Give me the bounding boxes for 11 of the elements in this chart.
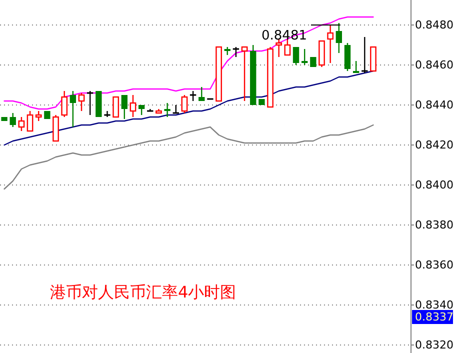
- y-tick-label: 0.8400: [415, 178, 454, 192]
- y-tick-label: 0.8420: [415, 138, 454, 152]
- y-tick-label: 0.8340: [415, 298, 454, 312]
- annotation: 港币对人民币汇率4小时图: [50, 282, 236, 302]
- y-tick-label: 0.8440: [415, 98, 454, 112]
- y-tick-label: 0.8320: [415, 338, 454, 352]
- y-tick-label: 0.8360: [415, 258, 454, 272]
- text: 0.8337: [415, 310, 454, 324]
- y-tick-label: 0.8380: [415, 218, 454, 232]
- y-tick-label: 0.8460: [415, 58, 454, 72]
- y-tick-label: 0.8480: [415, 18, 454, 32]
